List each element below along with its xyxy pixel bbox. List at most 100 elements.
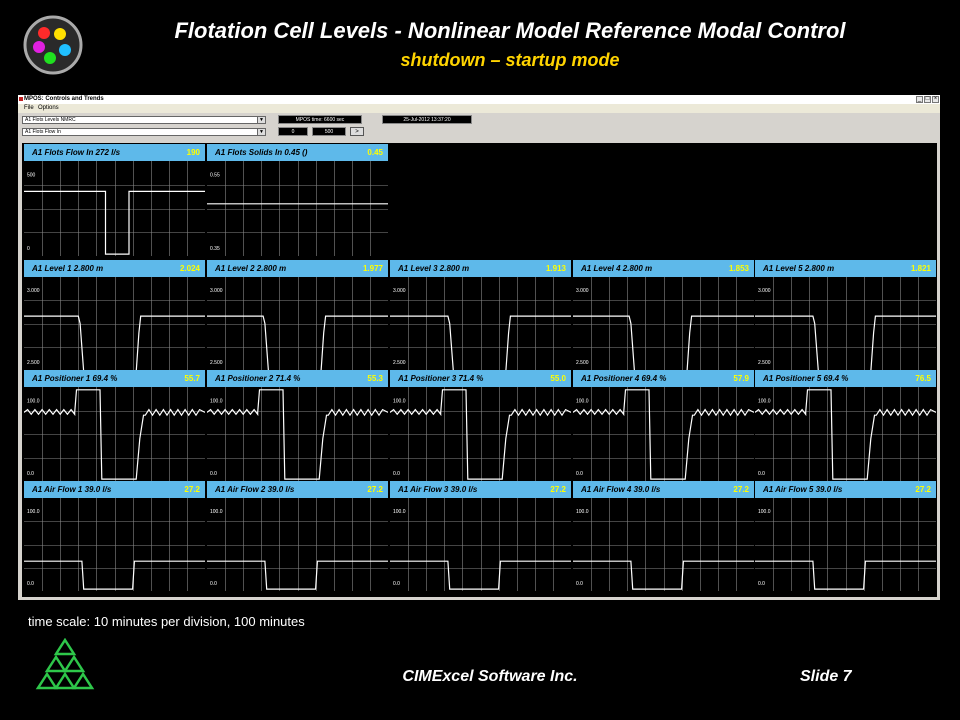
trend-plot[interactable]: 100.0 0.0 <box>390 498 571 591</box>
trend-line <box>755 315 936 370</box>
y-min-label: 0.0 <box>576 471 583 477</box>
plot-background <box>207 498 388 591</box>
panel-title: A1 Flots Solids In 0.45 () <box>215 148 308 157</box>
panel-header[interactable]: A1 Level 4 2.800 m 1.853 <box>573 260 754 277</box>
y-min-label: 2.500 <box>758 360 771 366</box>
y-max-label: 100.0 <box>393 398 406 404</box>
panel-value: 55.3 <box>367 374 383 383</box>
y-min-label: 0.0 <box>758 471 765 477</box>
green-triangle-logo-icon <box>35 638 95 690</box>
plot-background <box>390 498 571 591</box>
panel-header[interactable]: A1 Air Flow 4 39.0 l/s 27.2 <box>573 481 754 498</box>
color-dots-logo-icon <box>23 15 83 75</box>
panel-header[interactable]: A1 Flots Flow In 272 l/s 190 <box>24 144 205 161</box>
y-min-label: 0.35 <box>210 246 220 252</box>
y-max-label: 3.000 <box>210 288 223 294</box>
go-button[interactable]: > <box>350 127 364 136</box>
y-max-label: 0.55 <box>210 172 220 178</box>
trend-plot[interactable]: 100.0 0.0 <box>207 498 388 591</box>
panel-value: 55.7 <box>184 374 200 383</box>
y-max-label: 100.0 <box>576 509 589 515</box>
panel-header[interactable]: A1 Level 3 2.800 m 1.913 <box>390 260 571 277</box>
trend-line <box>24 389 205 480</box>
group-select[interactable]: A1 Flots Levels NMRC ▼ <box>22 116 266 124</box>
trend-line <box>573 389 754 480</box>
plot-background <box>24 387 205 481</box>
trend-line <box>390 315 571 370</box>
panel-title: A1 Level 3 2.800 m <box>398 264 470 273</box>
range-end-field[interactable]: 500 <box>312 127 346 136</box>
panel-header[interactable]: A1 Air Flow 5 39.0 l/s 27.2 <box>755 481 936 498</box>
panel-title: A1 Positioner 5 69.4 % <box>763 374 849 383</box>
panel-header[interactable]: A1 Positioner 4 69.4 % 57.9 <box>573 370 754 387</box>
range-start-field[interactable]: 0 <box>278 127 308 136</box>
panel-header[interactable]: A1 Level 1 2.800 m 2.024 <box>24 260 205 277</box>
trend-plot[interactable]: 3.000 2.500 <box>390 277 571 370</box>
window-title: MPOS: Controls and Trends <box>24 96 104 102</box>
y-max-label: 500 <box>27 172 36 178</box>
panel-header[interactable]: A1 Air Flow 3 39.0 l/s 27.2 <box>390 481 571 498</box>
chevron-down-icon[interactable]: ▼ <box>257 129 265 135</box>
trend-line <box>755 389 936 480</box>
chevron-down-icon[interactable]: ▼ <box>257 117 265 123</box>
y-min-label: 2.500 <box>210 360 223 366</box>
close-button[interactable]: × <box>932 96 939 103</box>
slide-title: Flotation Cell Levels - Nonlinear Model … <box>174 18 846 43</box>
panel-header[interactable]: A1 Positioner 1 69.4 % 55.7 <box>24 370 205 387</box>
y-max-label: 3.000 <box>576 288 589 294</box>
trend-plot[interactable]: 100.0 0.0 <box>755 387 936 481</box>
trend-plot[interactable]: 100.0 0.0 <box>573 498 754 591</box>
panel-value: 76.5 <box>915 374 931 383</box>
panel-header[interactable]: A1 Positioner 3 71.4 % 55.0 <box>390 370 571 387</box>
plot-background <box>207 161 388 256</box>
trend-plot[interactable]: 100.0 0.0 <box>573 387 754 481</box>
panel-header[interactable]: A1 Air Flow 1 39.0 l/s 27.2 <box>24 481 205 498</box>
trend-line <box>573 560 754 590</box>
y-max-label: 100.0 <box>576 398 589 404</box>
plot-background <box>390 387 571 481</box>
panel-value: 27.2 <box>367 485 383 494</box>
tag-select-value: A1 Flots Flow In <box>25 129 61 135</box>
trend-plot[interactable]: 3.000 2.500 <box>573 277 754 370</box>
y-max-label: 100.0 <box>210 398 223 404</box>
trend-plot[interactable]: 3.000 2.500 <box>207 277 388 370</box>
trend-plot[interactable]: 100.0 0.0 <box>24 498 205 591</box>
window-titlebar[interactable]: MPOS: Controls and Trends _ □ × <box>18 95 940 104</box>
panel-header[interactable]: A1 Flots Solids In 0.45 () 0.45 <box>207 144 388 161</box>
panel-title: A1 Positioner 4 69.4 % <box>581 374 667 383</box>
trend-plot[interactable]: 3.000 2.500 <box>24 277 205 370</box>
y-min-label: 0.0 <box>576 581 583 587</box>
app-icon <box>19 97 23 101</box>
y-min-label: 0.0 <box>27 471 34 477</box>
panel-header[interactable]: A1 Positioner 2 71.4 % 55.3 <box>207 370 388 387</box>
panel-title: A1 Level 4 2.800 m <box>581 264 653 273</box>
y-max-label: 3.000 <box>393 288 406 294</box>
trend-plot[interactable]: 100.0 0.0 <box>390 387 571 481</box>
panel-title: A1 Level 1 2.800 m <box>32 264 104 273</box>
trend-plot[interactable]: 100.0 0.0 <box>755 498 936 591</box>
trend-plot[interactable]: 500 0 <box>24 161 205 256</box>
panel-header[interactable]: A1 Air Flow 2 39.0 l/s 27.2 <box>207 481 388 498</box>
panel-value: 55.0 <box>550 374 566 383</box>
trend-plot[interactable]: 100.0 0.0 <box>207 387 388 481</box>
trend-grid: A1 Flots Flow In 272 l/s 190 500 0 A1 Flots … <box>22 143 937 597</box>
trend-plot[interactable]: 0.55 0.35 <box>207 161 388 256</box>
y-min-label: 0.0 <box>393 581 400 587</box>
panel-header[interactable]: A1 Level 2 2.800 m 1.977 <box>207 260 388 277</box>
y-min-label: 0.0 <box>758 581 765 587</box>
trend-line <box>390 560 571 590</box>
maximize-button[interactable]: □ <box>924 96 931 103</box>
trend-plot[interactable]: 3.000 2.500 <box>755 277 936 370</box>
tag-select[interactable]: A1 Flots Flow In ▼ <box>22 128 266 136</box>
panel-header[interactable]: A1 Level 5 2.800 m 1.821 <box>755 260 936 277</box>
menu-options[interactable]: Options <box>38 105 59 111</box>
panel-title: A1 Level 5 2.800 m <box>763 264 835 273</box>
panel-value: 57.9 <box>733 374 749 383</box>
plot-background <box>755 277 936 370</box>
panel-title: A1 Air Flow 5 39.0 l/s <box>763 485 843 494</box>
menu-file[interactable]: File <box>24 105 34 111</box>
panel-header[interactable]: A1 Positioner 5 69.4 % 76.5 <box>755 370 936 387</box>
minimize-button[interactable]: _ <box>916 96 923 103</box>
trend-line <box>207 389 388 480</box>
trend-plot[interactable]: 100.0 0.0 <box>24 387 205 481</box>
